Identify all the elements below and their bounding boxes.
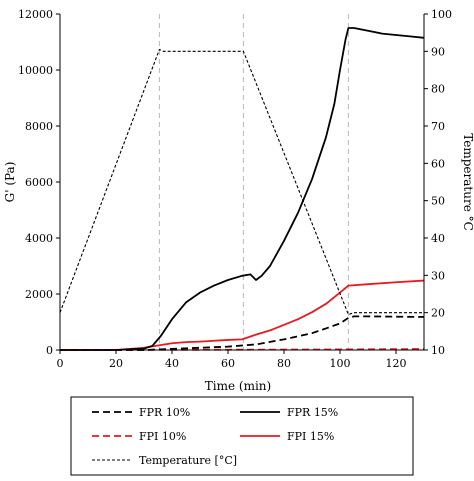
y-right-tick-label: 20 [431,307,445,320]
series-lines [59,27,425,351]
legend-label-fpi10: FPI 10% [139,430,186,443]
y-right-tick-label: 10 [431,344,445,357]
x-axis-title: Time (min) [205,379,271,393]
y-right-tick-label: 100 [431,8,452,21]
series-line-fpr15 [60,27,425,351]
y-right-tick-label: 40 [431,232,445,245]
y-right-tick-label: 30 [431,269,445,282]
y-right-tick-label: 80 [431,83,445,96]
legend-label-temp: Temperature [°C] [139,454,237,467]
x-tick-label: 120 [386,357,407,370]
tick-labels: 0 20 40 60 80 100 120 0 2000 4000 6000 8000 10000 120… [18,8,452,370]
legend-box [70,396,414,476]
series-line-fpi15 [60,279,425,351]
series-line-temp [59,48,424,316]
y-left-tick-label: 10000 [18,64,53,77]
y-left-tick-label: 8000 [25,120,53,133]
y-right-axis-title: Temperature °C [461,133,474,231]
legend-label-fpr15: FPR 15% [287,406,338,419]
y-left-tick-label: 6000 [25,176,53,189]
x-tick-label: 100 [330,357,351,370]
x-tick-label: 80 [277,357,291,370]
x-tick-label: 20 [109,357,123,370]
x-tick-label: 60 [221,357,235,370]
y-left-tick-label: 12000 [18,8,53,21]
y-right-tick-label: 50 [431,195,445,208]
x-tick-label: 40 [165,357,179,370]
y-right-tick-label: 90 [431,45,445,58]
y-left-tick-label: 4000 [25,232,53,245]
legend-label-fpi15: FPI 15% [287,430,334,443]
legend: FPR 10% FPR 15% FPI 10% FPI 15% Temperature … [70,396,414,476]
vertical-reference-lines [158,14,349,350]
y-right-tick-label: 70 [431,120,445,133]
axes [59,14,425,351]
y-right-tick-label: 60 [431,157,445,170]
y-left-tick-label: 2000 [25,288,53,301]
legend-label-fpr10: FPR 10% [139,406,190,419]
y-left-axis-title: G' (Pa) [3,162,17,203]
plot-area [59,14,425,351]
series-line-fpr10 [60,315,425,351]
x-tick-label: 0 [57,357,64,370]
y-left-tick-label: 0 [46,344,53,357]
